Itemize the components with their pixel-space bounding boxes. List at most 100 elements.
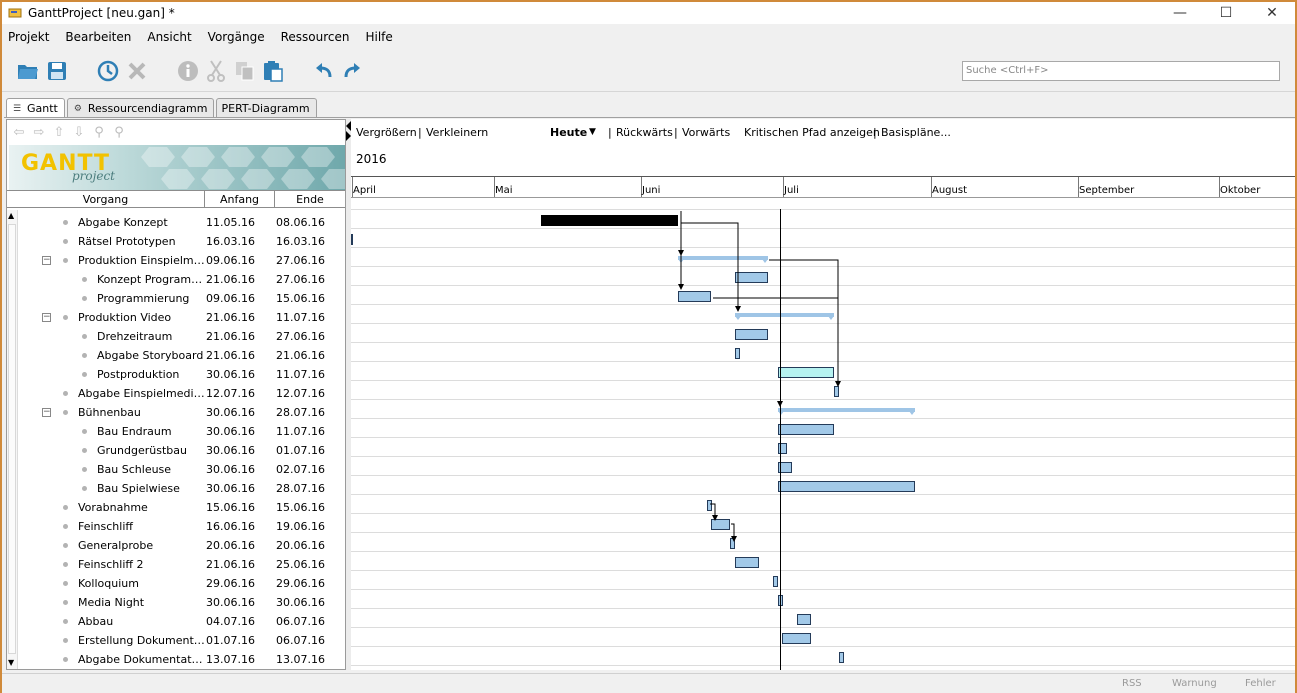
summary-bar[interactable] — [678, 256, 769, 263]
task-bar[interactable] — [777, 424, 835, 435]
menu-hilfe[interactable]: Hilfe — [365, 30, 393, 44]
table-row[interactable]: − Produktion Video 21.06.16 11.07.16 — [7, 308, 345, 327]
task-bar[interactable] — [777, 462, 792, 473]
summary-bar[interactable] — [735, 313, 835, 320]
table-row[interactable]: − Bühnenbau 30.06.16 28.07.16 — [7, 403, 345, 422]
minimize-button[interactable]: — — [1173, 5, 1187, 21]
arrow-right-icon[interactable]: ⇨ — [33, 124, 45, 140]
column-header-ende[interactable]: Ende — [296, 193, 324, 206]
task-bar[interactable] — [541, 215, 679, 226]
arrow-down-icon[interactable]: ⇩ — [73, 124, 85, 140]
table-row[interactable]: Feinschliff 16.06.16 19.06.16 — [7, 517, 345, 536]
vertical-scrollbar[interactable]: ▲ ▼ — [7, 210, 18, 669]
rss-status[interactable]: RSS — [1122, 678, 1142, 689]
task-bar[interactable] — [730, 538, 736, 549]
forward-link[interactable]: Vorwärts — [682, 126, 731, 139]
tab-pert-diagramm[interactable]: PERT-Diagramm — [216, 98, 317, 118]
collapse-toggle-icon[interactable]: − — [42, 407, 51, 417]
cut-icon[interactable] — [204, 59, 228, 83]
task-bar[interactable] — [351, 234, 353, 245]
task-bar[interactable] — [735, 348, 741, 359]
table-row[interactable]: Abgabe Einspielmedien 12.07.16 12.07.16 — [7, 384, 345, 403]
task-bar[interactable] — [777, 367, 835, 378]
copy-icon[interactable] — [233, 59, 257, 83]
table-row[interactable]: Programmierung 09.06.16 15.06.16 — [7, 289, 345, 308]
undo-icon[interactable] — [312, 59, 336, 83]
task-bar[interactable] — [735, 557, 759, 568]
task-bar[interactable] — [777, 481, 915, 492]
table-row[interactable]: Konzept Programm... 21.06.16 27.06.16 — [7, 270, 345, 289]
baselines-link[interactable]: Basispläne... — [881, 126, 951, 139]
table-row[interactable]: Grundgerüstbau 30.06.16 01.07.16 — [7, 441, 345, 460]
tab-ressourcendiagramm[interactable]: ⚙ Ressourcendiagramm — [66, 98, 215, 118]
task-bar[interactable] — [834, 386, 840, 397]
table-row[interactable]: Abgabe Storyboard 21.06.16 21.06.16 — [7, 346, 345, 365]
task-bar[interactable] — [772, 576, 778, 587]
pane-splitter[interactable] — [346, 119, 351, 670]
open-folder-icon[interactable] — [16, 59, 40, 83]
zoom-in-link[interactable]: Vergrößern — [356, 126, 417, 139]
redo-icon[interactable] — [340, 59, 364, 83]
tab-gantt[interactable]: ☰ Gantt — [6, 98, 65, 118]
save-icon[interactable] — [45, 59, 69, 83]
menu-projekt[interactable]: Projekt — [8, 30, 50, 44]
paste-icon[interactable] — [261, 59, 285, 83]
menu-bearbeiten[interactable]: Bearbeiten — [65, 30, 132, 44]
critical-path-link[interactable]: Kritischen Pfad anzeigen — [744, 126, 880, 139]
today-button[interactable]: Heute — [550, 126, 588, 139]
unlink-icon[interactable]: ⚲ — [114, 124, 124, 140]
summary-bar[interactable] — [777, 408, 915, 415]
table-row[interactable]: Media Night 30.06.16 30.06.16 — [7, 593, 345, 612]
table-row[interactable]: Bau Schleuse 30.06.16 02.07.16 — [7, 460, 345, 479]
task-bar[interactable] — [678, 291, 712, 302]
table-row[interactable]: Kolloquium 29.06.16 29.06.16 — [7, 574, 345, 593]
back-link[interactable]: Rückwärts — [616, 126, 673, 139]
scroll-up-icon[interactable]: ▲ — [8, 211, 15, 220]
table-row[interactable]: Vorabnahme 15.06.16 15.06.16 — [7, 498, 345, 517]
arrow-left-icon[interactable]: ⇦ — [13, 124, 25, 140]
clock-icon[interactable] — [96, 59, 120, 83]
maximize-button[interactable]: ☐ — [1219, 5, 1233, 21]
table-row[interactable]: Rätsel Prototypen 16.03.16 16.03.16 — [7, 232, 345, 251]
task-bar[interactable] — [782, 633, 811, 644]
table-row[interactable]: Generalprobe 20.06.16 20.06.16 — [7, 536, 345, 555]
error-status[interactable]: Fehler — [1245, 678, 1276, 689]
table-row[interactable]: Abbau 04.07.16 06.07.16 — [7, 612, 345, 631]
task-bar[interactable] — [706, 500, 712, 511]
scroll-thumb[interactable] — [8, 224, 16, 654]
task-bar[interactable] — [777, 443, 788, 454]
zoom-out-link[interactable]: Verkleinern — [426, 126, 489, 139]
table-row[interactable]: Feinschliff 2 21.06.16 25.06.16 — [7, 555, 345, 574]
table-row[interactable]: Drehzeitraum 21.06.16 27.06.16 — [7, 327, 345, 346]
table-row[interactable]: − Produktion Einspielme... 09.06.16 27.06.1… — [7, 251, 345, 270]
task-bar[interactable] — [735, 272, 769, 283]
delete-icon[interactable] — [125, 59, 149, 83]
info-icon[interactable] — [176, 59, 200, 83]
menu-ressourcen[interactable]: Ressourcen — [280, 30, 350, 44]
table-row[interactable]: Abgabe Dokumentation 13.07.16 13.07.16 — [7, 650, 345, 669]
task-bar[interactable] — [839, 652, 845, 663]
chevron-down-icon[interactable]: ▼ — [589, 127, 596, 137]
collapse-toggle-icon[interactable]: − — [42, 255, 51, 265]
task-bar[interactable] — [796, 614, 811, 625]
menu-ansicht[interactable]: Ansicht — [147, 30, 192, 44]
column-header-vorgang[interactable]: Vorgang — [7, 191, 205, 208]
collapse-toggle-icon[interactable]: − — [42, 312, 51, 322]
table-row[interactable]: Postproduktion 30.06.16 11.07.16 — [7, 365, 345, 384]
arrow-up-icon[interactable]: ⇧ — [53, 124, 65, 140]
menu-vorgaenge[interactable]: Vorgänge — [207, 30, 265, 44]
task-bar[interactable] — [711, 519, 731, 530]
column-header-anfang[interactable]: Anfang — [205, 191, 275, 208]
link-icon[interactable]: ⚲ — [94, 124, 104, 140]
table-row[interactable]: Bau Endraum 30.06.16 11.07.16 — [7, 422, 345, 441]
collapse-left-icon[interactable] — [346, 121, 351, 131]
table-row[interactable]: Bau Spielwiese 30.06.16 28.07.16 — [7, 479, 345, 498]
scroll-down-icon[interactable]: ▼ — [8, 658, 15, 667]
task-bar[interactable] — [735, 329, 769, 340]
table-row[interactable]: Abgabe Konzept 11.05.16 08.06.16 — [7, 213, 345, 232]
warning-status[interactable]: Warnung — [1172, 678, 1217, 689]
table-row[interactable]: Erstellung Dokumentati... 01.07.16 06.07.1… — [7, 631, 345, 650]
search-input[interactable]: Suche <Ctrl+F> — [962, 61, 1280, 81]
close-button[interactable]: ✕ — [1266, 5, 1278, 21]
collapse-right-icon[interactable] — [346, 131, 351, 141]
